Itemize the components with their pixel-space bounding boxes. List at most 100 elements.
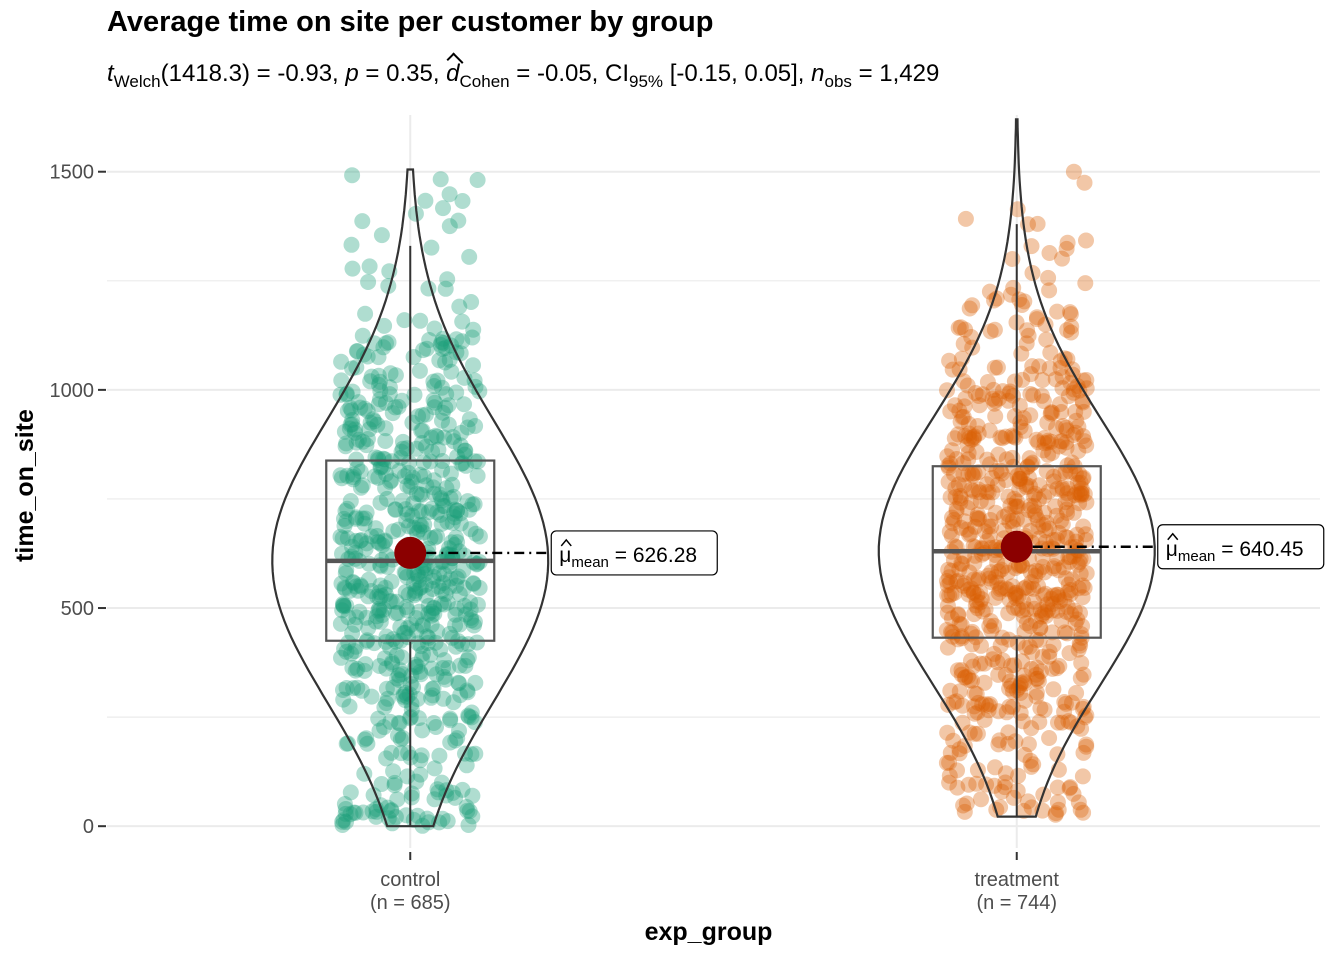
data-point xyxy=(416,516,433,533)
data-point xyxy=(378,680,395,697)
data-point xyxy=(1041,648,1058,665)
data-point xyxy=(357,510,374,527)
data-point xyxy=(372,494,389,511)
data-point xyxy=(377,394,394,411)
data-point xyxy=(1054,479,1071,496)
data-point xyxy=(441,186,458,203)
data-point xyxy=(400,464,417,481)
data-point xyxy=(1029,511,1046,528)
data-point xyxy=(1023,456,1039,473)
data-point xyxy=(400,744,417,761)
data-point xyxy=(989,476,1006,493)
mean-annotations: μmean = 626.28 μmean = 640.45 xyxy=(394,524,1325,576)
data-point xyxy=(412,766,429,783)
data-point xyxy=(437,586,454,602)
data-point xyxy=(344,412,361,428)
data-point xyxy=(454,333,471,350)
data-point xyxy=(354,327,371,344)
data-point xyxy=(399,602,416,619)
data-point xyxy=(966,698,983,715)
data-point xyxy=(959,499,976,516)
data-point xyxy=(969,418,986,434)
data-point xyxy=(1070,418,1087,435)
data-point xyxy=(342,493,359,509)
data-point xyxy=(957,390,974,407)
data-point xyxy=(965,430,982,447)
data-point xyxy=(361,421,378,438)
data-point xyxy=(417,565,434,582)
data-point xyxy=(334,602,351,619)
data-point xyxy=(1049,602,1066,619)
data-point xyxy=(450,212,467,229)
data-point xyxy=(337,580,354,597)
data-point xyxy=(1040,269,1057,286)
data-point xyxy=(360,588,377,605)
data-point xyxy=(415,524,432,541)
data-point xyxy=(976,655,993,672)
data-point xyxy=(463,704,480,721)
data-point xyxy=(1006,657,1023,674)
mean-label-control: μmean = 626.28 xyxy=(559,544,697,571)
data-point xyxy=(986,321,1003,338)
data-point xyxy=(989,554,1006,571)
data-point xyxy=(1016,746,1033,763)
data-point xyxy=(1005,789,1022,806)
data-point xyxy=(347,804,364,821)
data-point xyxy=(999,564,1016,581)
data-point xyxy=(948,573,965,590)
data-point xyxy=(348,434,365,451)
data-point xyxy=(1056,591,1073,608)
data-point xyxy=(435,660,451,676)
data-point xyxy=(355,804,372,821)
data-point xyxy=(945,732,962,749)
data-point xyxy=(942,744,959,761)
data-point xyxy=(393,649,410,666)
data-point xyxy=(446,537,463,553)
data-point xyxy=(954,409,971,426)
data-point xyxy=(1058,434,1075,451)
data-point xyxy=(454,193,471,209)
data-point xyxy=(368,808,385,825)
data-point xyxy=(949,662,966,679)
data-point xyxy=(378,695,395,712)
data-point xyxy=(337,805,354,822)
data-point xyxy=(1032,700,1049,717)
data-point xyxy=(442,570,459,587)
data-point xyxy=(965,658,981,675)
data-point xyxy=(391,462,408,479)
data-point xyxy=(420,280,437,297)
mu-hat-treatment xyxy=(1167,532,1179,541)
data-point xyxy=(339,467,356,484)
data-point xyxy=(407,656,424,673)
data-point xyxy=(376,451,393,468)
data-point xyxy=(1057,529,1074,546)
data-point xyxy=(431,565,448,582)
data-point xyxy=(371,722,388,739)
data-point xyxy=(338,513,355,530)
data-point xyxy=(393,745,409,762)
data-point xyxy=(354,477,371,494)
data-point xyxy=(373,587,390,604)
data-point xyxy=(995,509,1012,525)
data-point xyxy=(433,583,450,599)
data-point xyxy=(983,518,1000,535)
data-point xyxy=(409,524,426,541)
data-point xyxy=(448,570,465,587)
data-point xyxy=(1019,322,1036,339)
data-point xyxy=(423,616,440,633)
data-point xyxy=(1059,504,1076,521)
data-point xyxy=(411,516,428,533)
data-point xyxy=(449,502,465,519)
data-point xyxy=(1016,675,1033,692)
data-point xyxy=(986,395,1003,412)
data-point xyxy=(1061,645,1078,662)
data-point xyxy=(942,574,959,591)
data-point xyxy=(991,390,1007,407)
data-point xyxy=(337,438,354,455)
data-point xyxy=(410,710,427,727)
data-point xyxy=(1010,600,1027,617)
data-point xyxy=(388,647,405,664)
data-point xyxy=(437,399,454,416)
data-point xyxy=(1075,550,1092,567)
data-point xyxy=(426,320,443,337)
